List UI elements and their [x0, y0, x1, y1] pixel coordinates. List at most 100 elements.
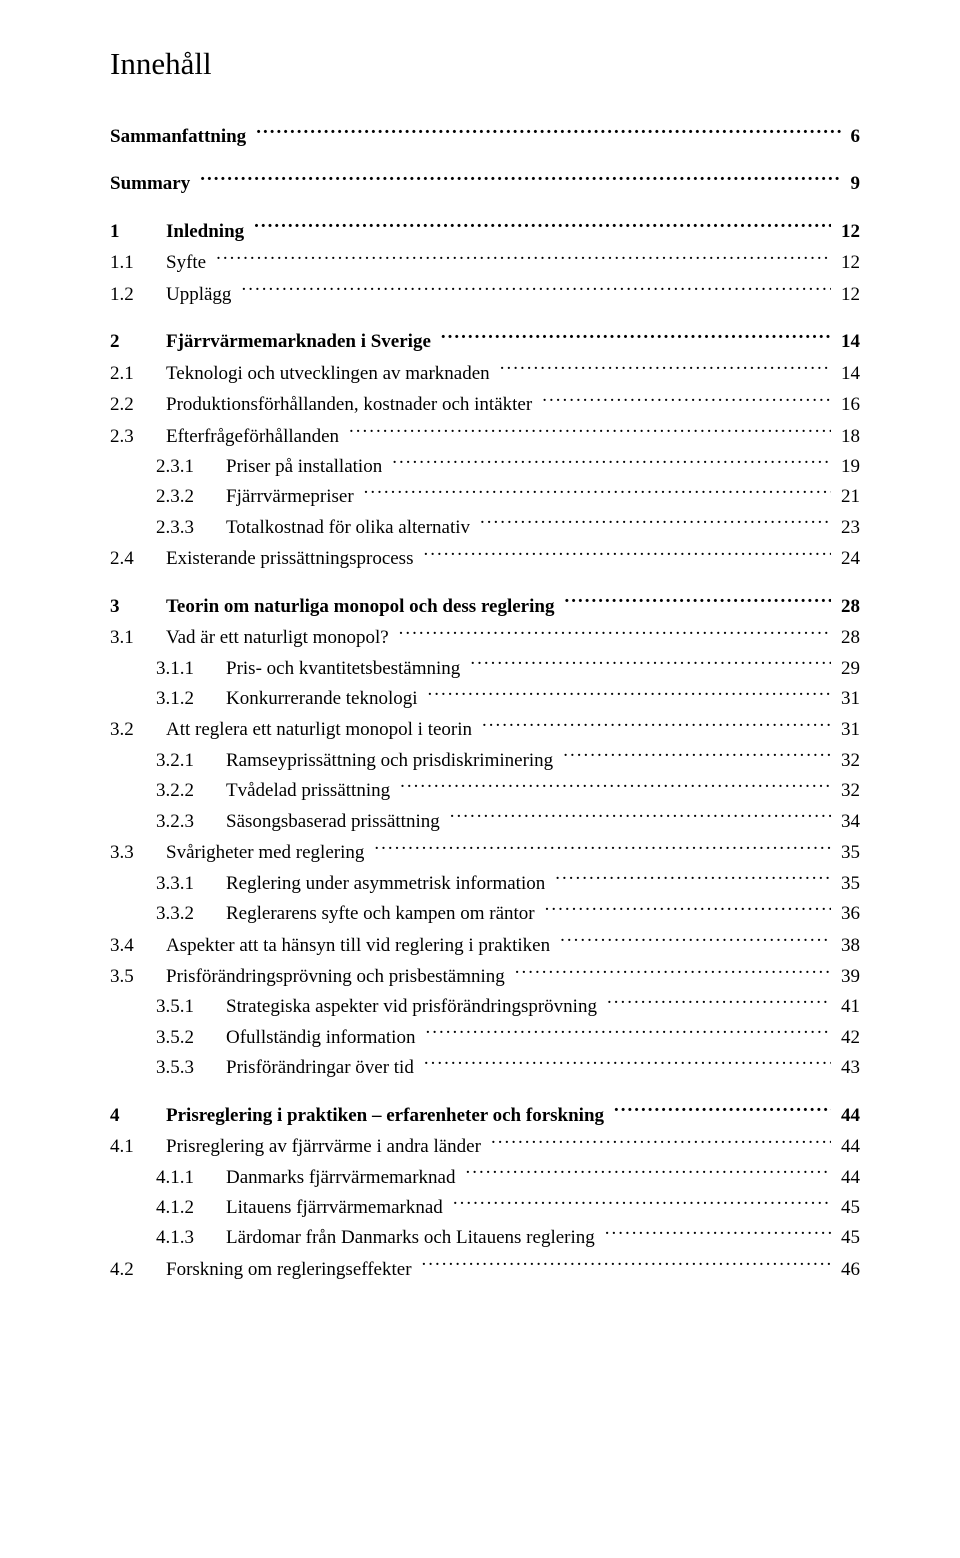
toc-entry: 2.1Teknologi och utvecklingen av marknad…	[110, 359, 860, 388]
toc-entry: 3.5.1Strategiska aspekter vid prisföränd…	[110, 992, 860, 1021]
toc-entry-label: Ofullständig information	[226, 1023, 415, 1052]
toc-entry: Sammanfattning6	[110, 122, 860, 151]
toc-entry-number: 4	[110, 1101, 156, 1130]
toc-entry: 3.2Att reglera ett naturligt monopol i t…	[110, 715, 860, 744]
toc-entry-page: 32	[841, 746, 860, 775]
toc-entry-label: Ramseyprissättning och prisdiskriminerin…	[226, 746, 553, 775]
toc-entry: 4 Prisreglering i praktiken – erfarenhete…	[110, 1101, 860, 1130]
toc-entry-label: Prisförändringsprövning och prisbestämni…	[166, 962, 505, 991]
toc-leader-dots	[200, 170, 840, 189]
toc-entry: 4.1 Prisreglering av fjärrvärme i andra l…	[110, 1132, 860, 1161]
toc-leader-dots	[491, 1133, 831, 1152]
toc-entry-page: 24	[841, 544, 860, 573]
toc-entry-label: Totalkostnad för olika alternativ	[226, 513, 470, 542]
toc-entry-number: 3.2.3	[156, 807, 216, 836]
toc-entry-label: Konkurrerande teknologi	[226, 684, 418, 713]
toc-entry-number: 3.1	[110, 623, 156, 652]
toc-entry-page: 39	[841, 962, 860, 991]
toc-entry-number: 3.2.1	[156, 746, 216, 775]
toc-entry-label: Fjärrvärmemarknaden i Sverige	[166, 327, 431, 356]
toc-entry-page: 38	[841, 931, 860, 960]
toc-leader-dots	[423, 545, 831, 564]
toc-leader-dots	[482, 716, 831, 735]
toc-entry-page: 18	[841, 422, 860, 451]
toc-entry-label: Sammanfattning	[110, 122, 246, 151]
toc-entry-number: 1.2	[110, 280, 156, 309]
toc-entry: 1.2Upplägg12	[110, 280, 860, 309]
toc-leader-dots	[424, 1054, 831, 1073]
toc-entry: 3.3.2 Reglerarens syfte och kampen om rän…	[110, 899, 860, 928]
toc-entry-page: 44	[841, 1132, 860, 1161]
toc-entry-page: 45	[841, 1193, 860, 1222]
toc-entry: 2.4Existerande prissättningsprocess24	[110, 544, 860, 573]
toc-entry-page: 35	[841, 869, 860, 898]
toc-entry-number: 4.1.2	[156, 1193, 216, 1222]
toc-entry-page: 21	[841, 482, 860, 511]
toc-entry-number: 4.1	[110, 1132, 156, 1161]
toc-entry-page: 28	[841, 623, 860, 652]
toc-entry-page: 42	[841, 1023, 860, 1052]
toc-entry-page: 12	[841, 248, 860, 277]
toc-leader-dots	[441, 328, 831, 347]
toc-leader-dots	[374, 839, 831, 858]
toc-entry-number: 1	[110, 217, 156, 246]
toc-entry-label: Produktionsförhållanden, kostnader och i…	[166, 390, 532, 419]
toc-entry-number: 3.3.1	[156, 869, 216, 898]
toc-entry-label: Fjärrvärmepriser	[226, 482, 354, 511]
toc-entry: 2.3.2 Fjärrvärmepriser 21	[110, 482, 860, 511]
toc-entry: 4.1.2 Litauens fjärrvärmemarknad 45	[110, 1193, 860, 1222]
toc-entry-number: 4.1.3	[156, 1223, 216, 1252]
toc-entry-number: 3.1.1	[156, 654, 216, 683]
toc-entry-label: Vad är ett naturligt monopol?	[166, 623, 389, 652]
toc-entry-number: 2.3.1	[156, 452, 216, 481]
toc-entry-number: 3.4	[110, 931, 156, 960]
toc-entry-number: 3.5.2	[156, 1023, 216, 1052]
toc-entry-page: 16	[841, 390, 860, 419]
toc-entry-label: Existerande prissättningsprocess	[166, 544, 413, 573]
toc-entry-number: 2.2	[110, 390, 156, 419]
toc-entry-page: 35	[841, 838, 860, 867]
toc-leader-dots	[480, 514, 831, 533]
toc-leader-dots	[564, 593, 831, 612]
toc-entry-number: 3.2	[110, 715, 156, 744]
toc-entry-page: 28	[841, 592, 860, 621]
toc-leader-dots	[399, 624, 831, 643]
toc-entry-label: Prisreglering av fjärrvärme i andra länd…	[166, 1132, 481, 1161]
toc-entry: 3.4Aspekter att ta hänsyn till vid regle…	[110, 931, 860, 960]
toc-entry-label: Danmarks fjärrvärmemarknad	[226, 1163, 455, 1192]
toc-entry: 3.5.3Prisförändringar över tid43	[110, 1053, 860, 1082]
toc-entry: 1Inledning12	[110, 217, 860, 246]
toc-entry-page: 29	[841, 654, 860, 683]
toc-entry: 3.2.2Tvådelad prissättning32	[110, 776, 860, 805]
toc-entry-page: 23	[841, 513, 860, 542]
toc-entry: 3.2.1 Ramseyprissättning och prisdiskrimi…	[110, 746, 860, 775]
toc-leader-dots	[465, 1164, 831, 1183]
toc-entry-label: Teknologi och utvecklingen av marknaden	[166, 359, 490, 388]
toc-leader-dots	[515, 963, 831, 982]
toc-entry-page: 43	[841, 1053, 860, 1082]
toc-entry-label: Reglerarens syfte och kampen om räntor	[226, 899, 535, 928]
toc-entry: Summary9	[110, 169, 860, 198]
toc-entry: 3.1 Vad är ett naturligt monopol? 28	[110, 623, 860, 652]
toc-entry-number: 4.2	[110, 1255, 156, 1284]
toc-leader-dots	[607, 993, 831, 1012]
toc-entry-number: 2	[110, 327, 156, 356]
toc-entry-page: 19	[841, 452, 860, 481]
toc-entry-label: Litauens fjärrvärmemarknad	[226, 1193, 443, 1222]
toc-entry-number: 3.1.2	[156, 684, 216, 713]
toc-leader-dots	[542, 391, 831, 410]
toc-entry-page: 36	[841, 899, 860, 928]
toc-entry-number: 3.3	[110, 838, 156, 867]
toc-entry-page: 14	[841, 327, 860, 356]
toc-entry-number: 3.3.2	[156, 899, 216, 928]
toc-entry-number: 3.5.3	[156, 1053, 216, 1082]
toc-entry-page: 45	[841, 1223, 860, 1252]
toc-entry-label: Prisreglering i praktiken – erfarenheter…	[166, 1101, 604, 1130]
toc-leader-dots	[470, 655, 831, 674]
toc-leader-dots	[364, 483, 831, 502]
toc-entry-page: 31	[841, 715, 860, 744]
toc-entry: 2.3.1Priser på installation19	[110, 452, 860, 481]
toc-leader-dots	[428, 685, 831, 704]
toc-leader-dots	[563, 747, 831, 766]
toc-entry-number: 2.3.2	[156, 482, 216, 511]
